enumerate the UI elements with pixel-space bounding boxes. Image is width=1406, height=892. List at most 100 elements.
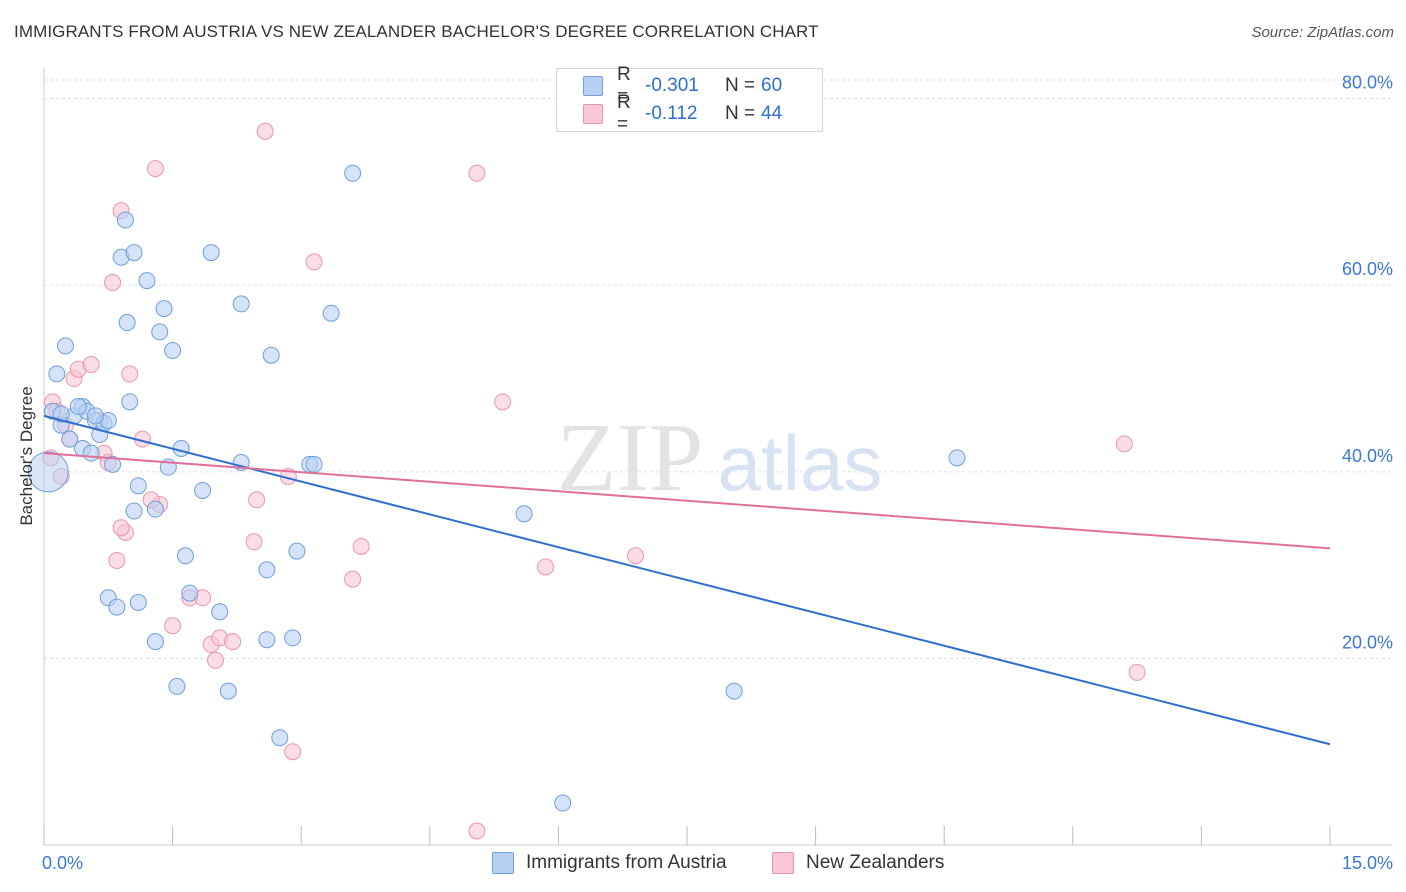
- data-point: [48, 365, 66, 383]
- data-point: [1115, 435, 1133, 453]
- data-point: [112, 519, 130, 537]
- data-point: [344, 164, 362, 182]
- data-point: [248, 491, 266, 509]
- legend-row-new-zealanders: R = -0.112 N = 44: [583, 92, 783, 135]
- data-point: [56, 337, 74, 355]
- data-point: [52, 405, 70, 423]
- data-point: [176, 547, 194, 565]
- data-point: [194, 481, 212, 499]
- data-point: [258, 561, 276, 579]
- data-point: [138, 272, 156, 290]
- series-immigrants-from-austria: [27, 164, 966, 812]
- gridlines: [44, 79, 1392, 659]
- data-point: [245, 533, 263, 551]
- y-tick-label: 80.0%: [1342, 73, 1393, 93]
- data-point: [129, 593, 147, 611]
- legend-r-value: -0.112: [645, 103, 698, 124]
- data-point: [125, 502, 143, 520]
- data-point: [948, 449, 966, 467]
- data-point: [164, 617, 182, 635]
- data-point: [211, 603, 229, 621]
- data-point: [202, 244, 220, 262]
- legend-r-label: R =: [617, 64, 631, 107]
- stats-legend: R = -0.301 N = 60 R = -0.112 N = 44: [556, 64, 823, 135]
- data-point: [554, 794, 572, 812]
- data-point: [288, 542, 306, 560]
- axis-ticks: 20.0% 40.0% 60.0% 80.0% 0.0% 15.0%: [42, 73, 1393, 873]
- data-point: [104, 273, 122, 291]
- x-tick-label: 15.0%: [1342, 853, 1393, 873]
- data-point: [725, 682, 743, 700]
- trend-line-blue: [43, 414, 1331, 746]
- legend-n-label: N =: [725, 75, 756, 96]
- legend-n-value: 44: [761, 103, 783, 124]
- watermark-atlas: atlas: [718, 419, 883, 507]
- x-tick-label: 0.0%: [42, 853, 83, 873]
- watermark: ZIP atlas: [557, 404, 883, 512]
- data-point: [121, 393, 139, 411]
- data-point: [232, 295, 250, 313]
- data-point: [27, 451, 69, 493]
- watermark-zip: ZIP: [557, 404, 704, 512]
- data-point: [146, 160, 164, 178]
- data-point: [219, 682, 237, 700]
- data-point: [494, 393, 512, 411]
- data-point: [271, 729, 289, 747]
- bottom-legend-austria: Immigrants from Austria: [492, 852, 727, 874]
- bottom-legend-swatch-pink: [772, 852, 794, 874]
- legend-swatch-pink: [583, 104, 603, 124]
- y-tick-label: 40.0%: [1342, 446, 1393, 466]
- data-point: [206, 651, 224, 669]
- data-point: [151, 323, 169, 341]
- data-point: [468, 164, 486, 182]
- y-tick-label: 60.0%: [1342, 259, 1393, 279]
- data-point: [515, 505, 533, 523]
- legend-n-label: N =: [725, 103, 756, 124]
- data-point: [322, 304, 340, 322]
- legend-swatch-blue: [583, 76, 603, 96]
- data-point: [352, 537, 370, 555]
- data-point: [627, 547, 645, 565]
- bottom-legend-swatch-blue: [492, 852, 514, 874]
- data-point: [305, 455, 323, 473]
- data-point: [82, 444, 100, 462]
- y-axis-label: Bachelor's Degree: [17, 386, 36, 526]
- data-point: [284, 629, 302, 647]
- data-point: [256, 122, 274, 140]
- data-point: [305, 253, 323, 271]
- y-tick-label: 20.0%: [1342, 632, 1393, 652]
- data-point: [224, 633, 242, 651]
- trend-line-pink: [43, 452, 1331, 550]
- trend-lines: [43, 414, 1331, 746]
- bottom-legend-label: New Zealanders: [806, 852, 945, 873]
- data-point: [344, 570, 362, 588]
- legend-r-value: -0.301: [645, 75, 699, 96]
- data-point: [69, 398, 87, 416]
- data-point: [61, 430, 79, 448]
- data-point: [146, 500, 164, 518]
- legend-n-value: 60: [761, 75, 783, 96]
- data-point: [104, 455, 122, 473]
- data-point: [108, 551, 126, 569]
- data-point: [129, 477, 147, 495]
- data-point: [284, 743, 302, 761]
- legend-r-label: R =: [617, 92, 631, 135]
- data-point: [168, 677, 186, 695]
- data-point: [468, 822, 486, 840]
- data-point: [118, 314, 136, 332]
- data-point: [116, 211, 134, 229]
- data-point: [258, 631, 276, 649]
- data-point: [537, 558, 555, 576]
- data-point: [125, 244, 143, 262]
- data-point: [86, 407, 104, 425]
- data-point: [121, 365, 139, 383]
- data-point: [155, 300, 173, 318]
- legend-row-austria: R = -0.301 N = 60: [583, 64, 783, 107]
- data-point: [262, 346, 280, 364]
- bottom-legend-new-zealanders: New Zealanders: [772, 852, 944, 874]
- data-point: [164, 342, 182, 360]
- data-point: [108, 598, 126, 616]
- data-point: [181, 584, 199, 602]
- data-point: [82, 356, 100, 374]
